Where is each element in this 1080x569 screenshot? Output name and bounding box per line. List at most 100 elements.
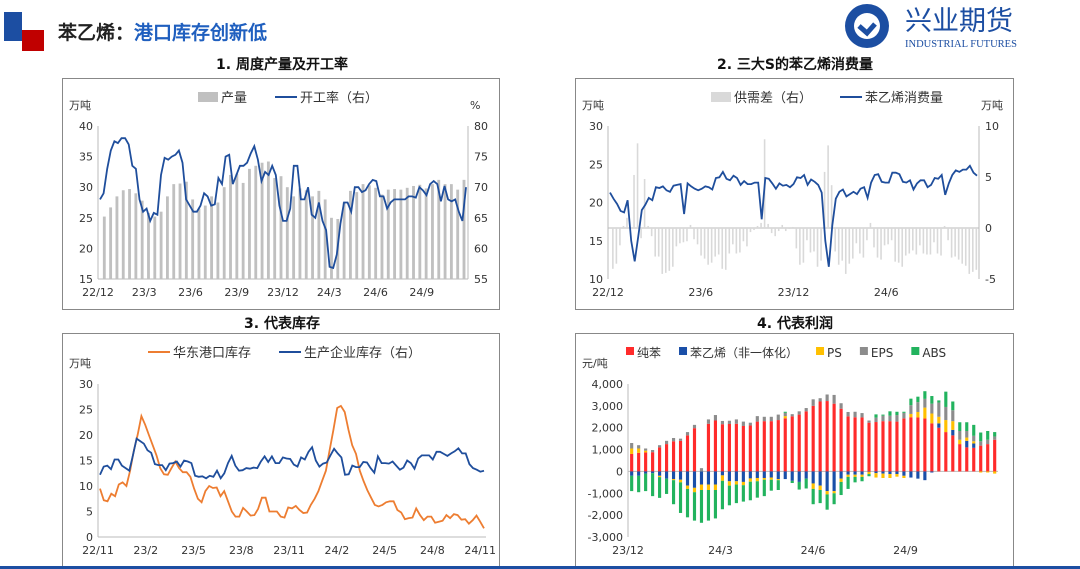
bar [954,228,956,257]
bar [975,228,978,270]
bar-segment [979,445,983,472]
bar-segment [888,471,892,475]
bar-segment [727,471,731,482]
bar-segment [699,490,704,523]
bar [405,187,409,279]
bar-segment [853,476,857,483]
bar-segment [930,413,934,424]
bar-segment [762,479,766,497]
bar [802,228,805,263]
bar-segment [818,471,822,486]
bar-segment [818,401,822,472]
bar [809,228,812,253]
bar-segment [804,471,808,479]
y-tick-label: -1,000 [588,487,623,500]
bar [703,228,706,259]
bar [749,228,752,233]
bar-segment [965,437,969,441]
bar-segment [902,411,906,413]
bar-segment [818,398,822,402]
bar-segment [685,435,690,472]
bar-segment [860,471,864,475]
bar-segment [741,481,745,486]
bar-segment [685,485,690,489]
bar [919,228,921,246]
x-tick-label: 24/9 [893,544,918,557]
bar [304,190,308,279]
bar-segment [916,411,920,418]
bar [115,196,119,279]
bar-segment [944,432,948,472]
bar [756,225,759,228]
y-tick-label: 2,000 [592,422,624,435]
bar-segment [658,471,662,476]
bar-segment [671,437,676,442]
bar-segment [630,443,634,449]
bar-segment [727,481,731,486]
bar-segment [776,471,780,480]
legend-label: 供需差（右） [734,91,812,106]
bar-segment [692,424,697,429]
bar [926,228,928,255]
bar-segment [734,484,738,504]
title-main: 港口库存创新低 [134,22,268,44]
bar-segment [769,416,773,422]
logo-emblem-icon: 兴业期货 INDUSTRIAL FUTURES [845,4,1017,50]
bar [890,228,893,241]
bar-segment [951,435,955,472]
bar-segment [734,423,738,472]
y-tick-label: 30 [589,120,603,133]
bar [317,190,321,279]
bar [222,187,226,279]
bar-segment [832,491,836,494]
bar-segment [644,448,648,451]
bar [128,189,131,279]
chart-inventory: 30 25 20 15 10 5 0 万吨 22/11 23/2 23/5 23/8 23/11 24/2… [62,333,500,567]
bar-segment [839,403,843,409]
bar [449,184,453,279]
bar [456,189,460,279]
legend-swatch [911,347,920,355]
bar-segment [895,474,899,477]
bar-segment [881,471,885,474]
bar-segment [692,492,697,521]
bar-segment [944,420,948,433]
bar-segment [832,493,836,505]
bar-segment [853,411,857,418]
legend-label: EPS [871,346,893,360]
bar-segment [762,421,766,472]
bar [880,228,882,260]
bar [235,173,239,279]
bar-segment [965,430,969,438]
x-tick-label: 24/8 [420,544,445,557]
bar [777,228,780,232]
bar [140,200,144,279]
bar [950,228,953,258]
bar-segment [678,438,683,441]
bar [830,185,833,228]
chart1-title: 1. 周度产量及开工率 [216,57,348,73]
bar-segment [804,408,808,412]
bar [654,228,656,257]
bar-segment [916,402,920,412]
bar-segment [979,432,983,442]
bar [936,228,939,254]
bar-segment [678,440,683,472]
bar [355,192,359,279]
bar [912,228,914,251]
bar [940,228,942,256]
bar-segment [748,422,752,426]
bar [894,228,896,262]
chart3-title: 3. 代表库存 [244,316,320,332]
bar-segment [713,471,718,485]
bar-segment [644,452,648,472]
bar [612,228,614,269]
bar-segment [944,406,948,421]
x-tick-label: 24/9 [409,286,434,299]
y-right-tick-label: 55 [474,273,488,286]
bar-segment [965,447,969,472]
y-tick-label: 20 [79,429,93,442]
bar-segment [832,394,836,404]
y-tick-label: 25 [79,212,93,225]
legend-label: 苯乙烯消费量 [865,91,943,106]
